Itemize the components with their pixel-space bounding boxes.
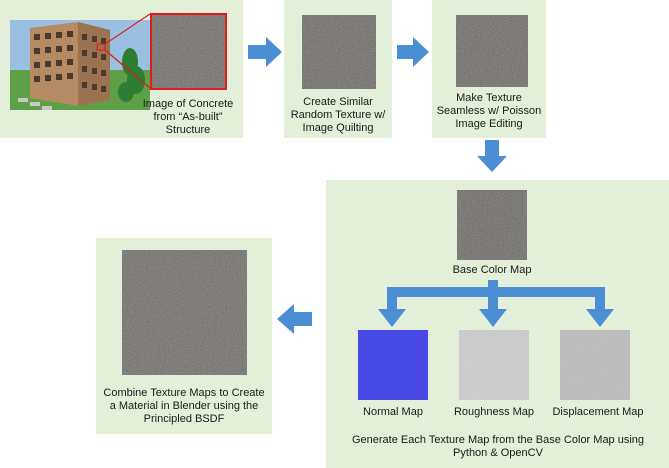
quilted-texture-image [302, 15, 376, 89]
combine-materials-label: Combine Texture Maps to Create a Materia… [103, 387, 265, 425]
seamless-texture-image [456, 15, 528, 87]
step1-label: Image of Concrete from “As-built” Struct… [142, 98, 234, 136]
generate-maps-label: Generate Each Texture Map from the Base … [351, 434, 645, 459]
displacement-map-image [560, 330, 630, 400]
arrow-step1-to-step2 [248, 37, 282, 67]
arrow-step3-to-maps [477, 140, 507, 172]
normal-map-image [358, 330, 428, 400]
displacement-map-label: Displacement Map [552, 406, 644, 418]
base-color-map-image [457, 190, 527, 260]
zoom-line-top [104, 13, 151, 45]
final-material-image [122, 250, 247, 375]
arrow-maps-to-blender [277, 304, 312, 334]
base-color-map-label: Base Color Map [452, 264, 532, 276]
concrete-sample-image [150, 13, 227, 90]
arrow-step2-to-step3 [397, 37, 429, 67]
step2-label: Create Similar Random Texture w/ Image Q… [290, 96, 386, 134]
building-image [10, 20, 150, 110]
branch-arrows [378, 280, 614, 327]
roughness-map-image [459, 330, 529, 400]
step3-label: Make Texture Seamless w/ Poisson Image E… [436, 92, 542, 130]
normal-map-label: Normal Map [363, 406, 423, 418]
zoom-line-bottom [104, 49, 151, 89]
roughness-map-label: Roughness Map [453, 406, 535, 418]
